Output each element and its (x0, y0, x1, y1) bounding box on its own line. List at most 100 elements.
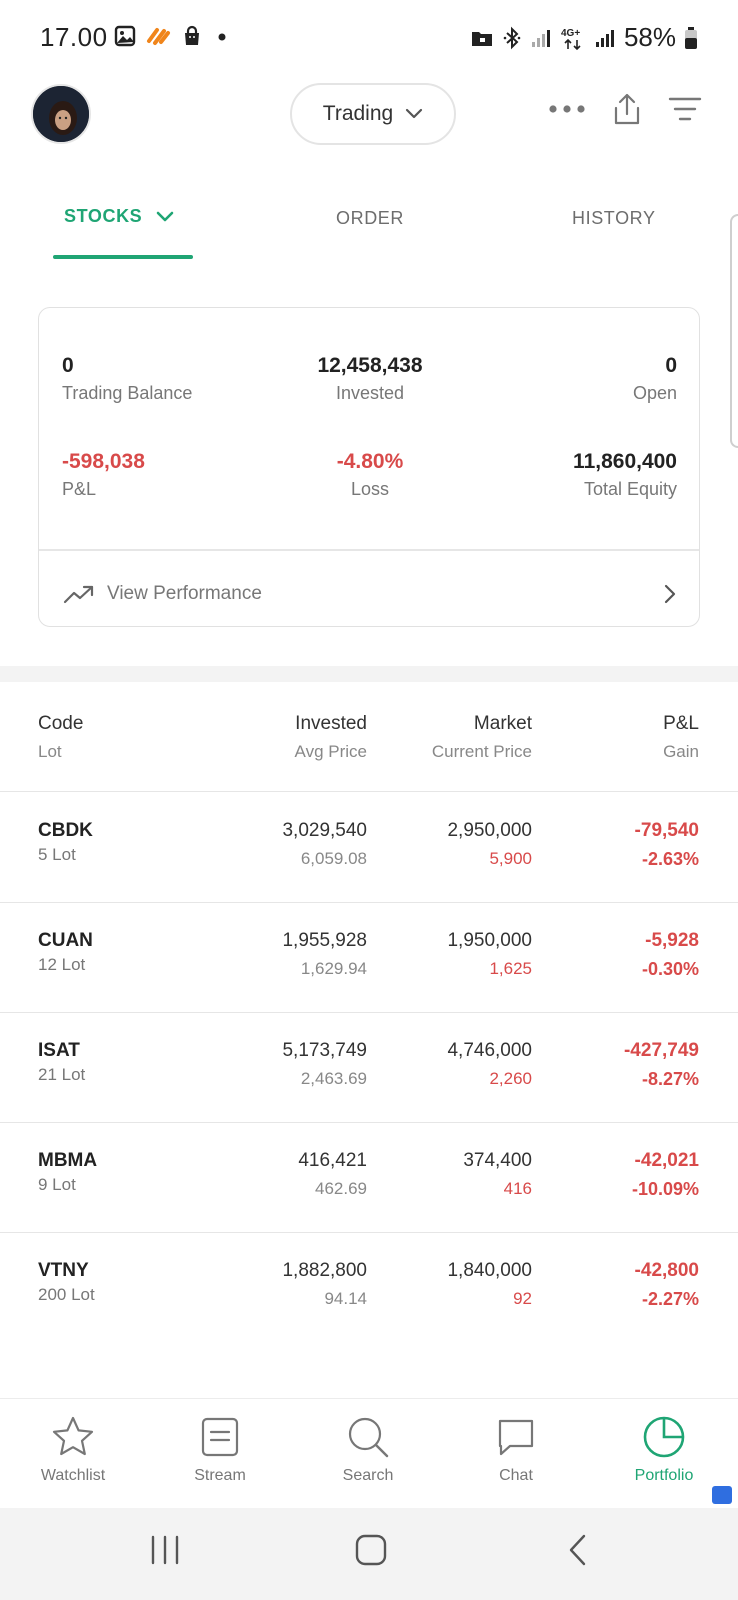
row-lot: 9 Lot (38, 1175, 76, 1194)
trading-balance-label: Trading Balance (62, 383, 193, 403)
row-avg-price: 6,059.08 (300, 849, 367, 868)
system-navigation-bar (0, 1508, 738, 1600)
tab-stocks[interactable]: STOCKS (64, 206, 174, 227)
chevron-down-icon (406, 108, 423, 119)
loss-stat: -4.80% Loss (270, 450, 470, 500)
table-row[interactable]: ISAT 21 Lot 5,173,749 2,463.69 4,746,000 2,… (0, 1013, 738, 1123)
row-avg-price: 462.69 (315, 1179, 367, 1198)
row-market: 374,400 (463, 1150, 532, 1171)
app-header: Trading (0, 74, 738, 154)
holdings-table-header: Code Lot Invested Avg Price Market Curre… (0, 700, 738, 792)
row-lot: 12 Lot (38, 955, 86, 974)
col-market-header: Market Current Price (432, 712, 532, 764)
table-row[interactable]: VTNY 200 Lot 1,882,800 94.14 1,840,000 92 -… (0, 1233, 738, 1343)
row-pnl: -79,540 (634, 820, 699, 841)
row-code: CUAN (38, 930, 93, 951)
star-icon (52, 1416, 94, 1456)
row-market: 1,840,000 (447, 1260, 532, 1281)
row-lot: 21 Lot (38, 1065, 86, 1084)
nav-watchlist-label: Watchlist (40, 1467, 106, 1484)
row-pnl: -42,800 (634, 1260, 699, 1281)
row-current-price: 92 (513, 1289, 532, 1308)
active-tab-indicator (53, 255, 193, 259)
table-row[interactable]: CUAN 12 Lot 1,955,928 1,629.94 1,950,000 1,… (0, 903, 738, 1013)
trading-mode-selector[interactable]: Trading (290, 83, 456, 145)
table-row[interactable]: MBMA 9 Lot 416,421 462.69 374,400 416 -42,0… (0, 1123, 738, 1233)
gallery-icon (114, 25, 136, 47)
nav-search[interactable]: Search (308, 1413, 428, 1485)
nav-chat-label: Chat (499, 1467, 533, 1484)
nav-portfolio-label: Portfolio (634, 1467, 694, 1484)
more-icon[interactable] (548, 103, 586, 115)
tab-history[interactable]: HISTORY (572, 208, 656, 228)
total-equity-label: Total Equity (583, 479, 677, 499)
nav-stream-label: Stream (194, 1467, 246, 1484)
row-gain: -10.09% (631, 1179, 699, 1199)
row-market: 4,746,000 (447, 1040, 532, 1061)
back-icon[interactable] (566, 1530, 590, 1570)
row-current-price: 1,625 (489, 959, 532, 978)
chevron-right-icon (664, 584, 676, 604)
header-current-price: Current Price (431, 742, 532, 761)
tab-stocks-label: STOCKS (64, 206, 143, 226)
nav-portfolio[interactable]: Portfolio (604, 1413, 724, 1485)
row-current-price: 2,260 (489, 1069, 532, 1088)
row-lot: 5 Lot (38, 845, 76, 864)
header-avg-price: Avg Price (294, 742, 367, 761)
folder-lock-icon (471, 31, 492, 46)
row-gain: -0.30% (641, 959, 699, 979)
notification-icons (114, 24, 229, 48)
system-status: 4G+ 58% (470, 22, 698, 53)
shopee-icon (147, 28, 170, 45)
battery-percent: 58% (623, 22, 676, 52)
row-pnl: -427,749 (623, 1040, 699, 1061)
bottom-navigation: Watchlist Stream Search Chat Portfolio (0, 1398, 738, 1508)
row-pnl: -42,021 (634, 1150, 699, 1171)
row-gain: -2.63% (641, 849, 699, 869)
row-invested: 3,029,540 (282, 820, 367, 841)
tab-order[interactable]: ORDER (336, 208, 405, 228)
row-gain: -2.27% (641, 1289, 699, 1309)
filter-icon[interactable] (668, 96, 702, 122)
folder-badge-icon (712, 1486, 732, 1504)
open-stat: 0 Open (633, 354, 677, 404)
invested-label: Invested (335, 383, 405, 403)
portfolio-tabs: STOCKS ORDER HISTORY (0, 196, 738, 262)
nav-chat[interactable]: Chat (456, 1413, 576, 1485)
dot-icon (218, 33, 226, 41)
stream-icon (201, 1417, 239, 1457)
row-code: VTNY (38, 1260, 89, 1281)
row-current-price: 5,900 (489, 849, 532, 868)
nav-stream[interactable]: Stream (160, 1413, 280, 1485)
signal-icon (531, 29, 550, 47)
view-performance-button[interactable]: View Performance (63, 576, 677, 612)
side-scroll-handle[interactable] (730, 214, 738, 448)
row-market: 1,950,000 (447, 930, 532, 951)
open-value: 0 (665, 354, 677, 377)
network-type-icon: 4G+ (561, 28, 581, 50)
share-icon[interactable] (612, 92, 642, 126)
table-row[interactable]: CBDK 5 Lot 3,029,540 6,059.08 2,950,000 5,9… (0, 793, 738, 903)
recent-apps-icon[interactable] (148, 1530, 182, 1570)
section-divider (0, 666, 738, 682)
header-pnl: P&L (663, 713, 699, 734)
avatar[interactable] (31, 84, 91, 144)
col-code-header: Code Lot (38, 712, 83, 764)
chevron-down-icon (156, 211, 174, 221)
header-gain: Gain (663, 742, 699, 761)
nav-watchlist[interactable]: Watchlist (13, 1413, 133, 1485)
row-invested: 1,955,928 (282, 930, 367, 951)
bluetooth-icon (503, 26, 521, 49)
pnl-value: -598,038 (62, 450, 145, 473)
invested-stat: 12,458,438 Invested (270, 354, 470, 404)
open-label: Open (632, 383, 677, 403)
row-gain: -8.27% (641, 1069, 699, 1089)
status-bar: 17.00 4G+ 58% (0, 0, 738, 74)
row-invested: 5,173,749 (282, 1040, 367, 1061)
pnl-label: P&L (62, 479, 97, 499)
svg-text:4G+: 4G+ (561, 28, 580, 39)
view-performance-label: View Performance (107, 583, 262, 604)
home-icon[interactable] (353, 1530, 389, 1570)
trading-balance-value: 0 (62, 354, 74, 377)
row-avg-price: 2,463.69 (300, 1069, 367, 1088)
